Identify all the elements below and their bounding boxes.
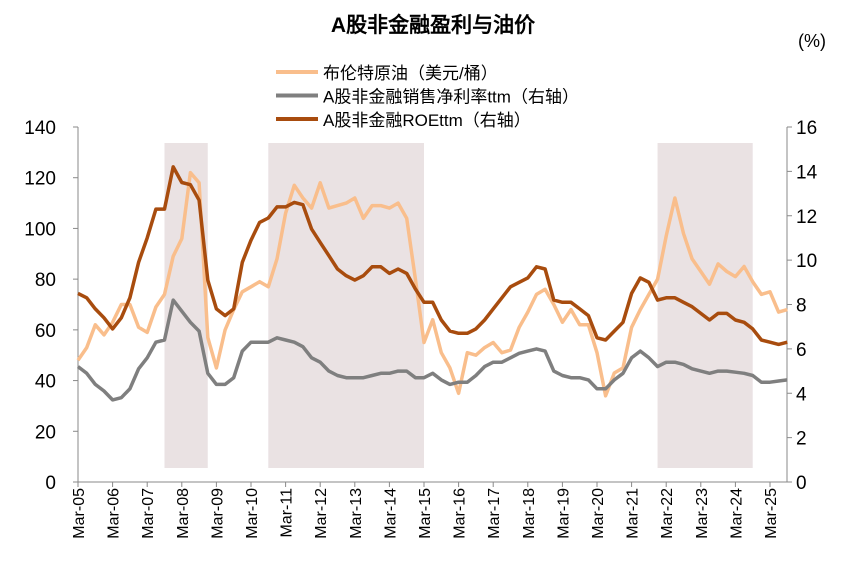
series-line-2 bbox=[76, 298, 788, 402]
x-tick-label: Mar-11 bbox=[279, 488, 296, 538]
left-tick-label: 60 bbox=[35, 321, 56, 342]
series-lines bbox=[76, 165, 788, 402]
left-tick-label: 0 bbox=[45, 473, 56, 494]
shaded-period bbox=[657, 143, 753, 468]
left-tick-label: 20 bbox=[35, 422, 56, 443]
legend-label: 布伦特原油（美元/桶） bbox=[323, 64, 498, 83]
right-tick-label: 14 bbox=[796, 162, 818, 183]
x-tick-label: Mar-06 bbox=[106, 488, 123, 539]
x-tick-label: Mar-19 bbox=[555, 488, 572, 539]
axes: 0 20 40 60 80 100 120 140 0 2 4 6 8 10 12 14 16 Mar-05 Mar… bbox=[24, 118, 817, 539]
x-tick-label: Mar-15 bbox=[417, 488, 434, 539]
left-tick-label: 120 bbox=[24, 169, 56, 190]
x-tick-label: Mar-09 bbox=[209, 488, 226, 539]
x-tick-label: Mar-25 bbox=[763, 488, 780, 539]
x-tick-label: Mar-18 bbox=[521, 488, 538, 539]
left-tick-label: 100 bbox=[24, 219, 56, 240]
x-tick-label: Mar-10 bbox=[244, 488, 261, 539]
legend: 布伦特原油（美元/桶） A股非金融销售净利率ttm（右轴） A股非金融ROEttm（… bbox=[276, 64, 579, 130]
right-tick-label: 12 bbox=[796, 207, 817, 228]
left-tick-label: 40 bbox=[35, 372, 56, 393]
x-tick-label: Mar-16 bbox=[452, 488, 469, 539]
x-tick-label: Mar-05 bbox=[71, 488, 88, 539]
x-tick-label: Mar-22 bbox=[659, 488, 676, 539]
right-tick-label: 6 bbox=[796, 340, 807, 361]
right-tick-label: 16 bbox=[796, 118, 817, 139]
right-tick-label: 2 bbox=[796, 429, 807, 450]
x-tick-label: Mar-24 bbox=[728, 488, 745, 539]
x-tick-label: Mar-13 bbox=[348, 488, 365, 539]
legend-item: A股非金融ROEttm（右轴） bbox=[276, 111, 531, 130]
left-tick-label: 140 bbox=[24, 118, 56, 139]
legend-item: 布伦特原油（美元/桶） bbox=[276, 64, 498, 83]
right-tick-label: 4 bbox=[796, 384, 807, 405]
x-tick-label: Mar-17 bbox=[486, 488, 503, 539]
x-tick-label: Mar-14 bbox=[382, 488, 399, 539]
right-tick-label: 0 bbox=[796, 473, 807, 494]
x-tick-label: Mar-23 bbox=[694, 488, 711, 539]
left-tick-label: 80 bbox=[35, 270, 56, 291]
x-tick-label: Mar-12 bbox=[313, 488, 330, 539]
x-tick-label: Mar-20 bbox=[590, 488, 607, 539]
x-tick-label: Mar-08 bbox=[175, 488, 192, 539]
x-tick-label: Mar-21 bbox=[625, 488, 642, 539]
chart-title: A股非金融盈利与油价 bbox=[331, 13, 536, 37]
legend-label: A股非金融销售净利率ttm（右轴） bbox=[323, 88, 579, 107]
legend-label: A股非金融ROEttm（右轴） bbox=[323, 111, 531, 130]
series-line-3 bbox=[77, 165, 788, 347]
series-line-1 bbox=[76, 170, 788, 398]
shaded-periods bbox=[164, 143, 753, 468]
right-axis-unit: (%) bbox=[798, 31, 826, 51]
shaded-period bbox=[268, 143, 424, 468]
x-tick-label: Mar-07 bbox=[140, 488, 157, 539]
right-tick-label: 10 bbox=[796, 251, 817, 272]
legend-item: A股非金融销售净利率ttm（右轴） bbox=[276, 88, 579, 107]
right-tick-label: 8 bbox=[796, 296, 807, 317]
